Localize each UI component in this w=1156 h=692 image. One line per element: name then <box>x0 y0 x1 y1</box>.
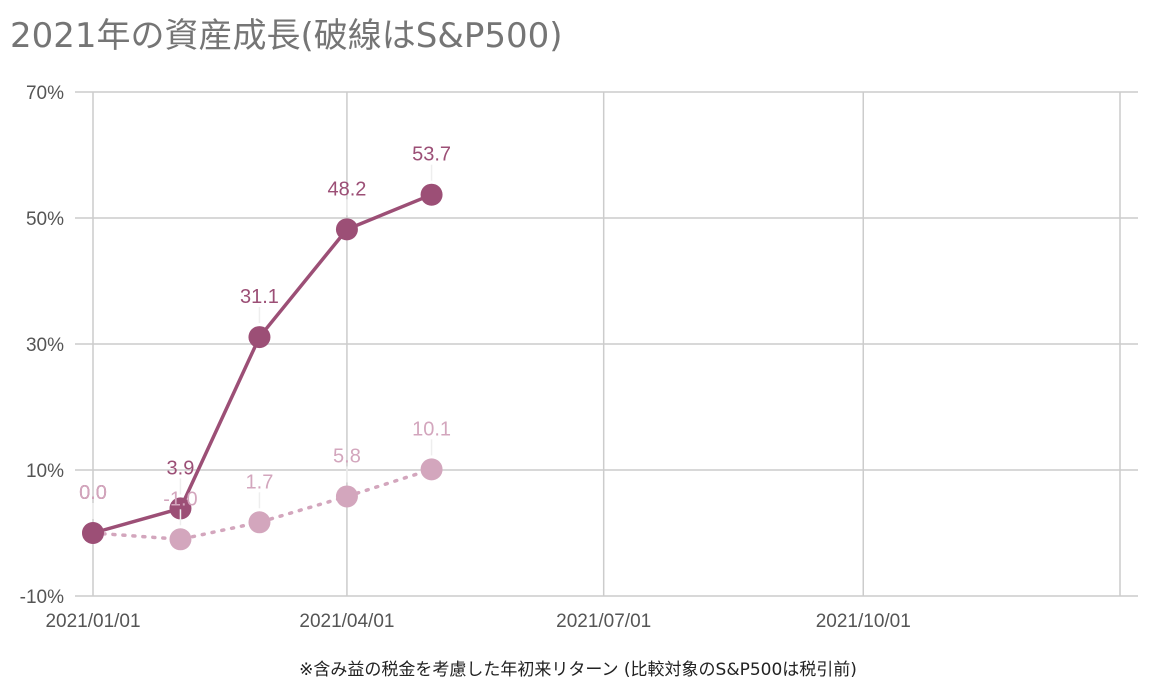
y-tick-label: 70% <box>26 83 64 104</box>
portfolio-point <box>335 218 358 241</box>
portfolio-data-label: 48.2 <box>327 178 366 200</box>
x-tick-label: 2021/10/01 <box>816 611 911 632</box>
x-tick-label: 2021/07/01 <box>556 611 651 632</box>
portfolio-point <box>169 497 192 520</box>
footnote: ※含み益の税金を考慮した年初来リターン (比較対象のS&P500は税引前) <box>299 660 857 680</box>
series-layer <box>82 183 443 551</box>
portfolio-data-label: 31.1 <box>240 286 279 308</box>
y-tick-label: 30% <box>26 335 64 356</box>
sp500-data-label: 1.7 <box>246 471 274 493</box>
portfolio-data-label: 3.9 <box>167 457 195 479</box>
x-tick-label: 2021/01/01 <box>45 611 140 632</box>
sp500-data-label: -1.0 <box>163 488 197 510</box>
sp500-data-label: 10.1 <box>412 418 451 440</box>
portfolio-point <box>420 183 443 206</box>
portfolio-point <box>82 522 104 544</box>
x-axis-ticks: 2021/01/01 2021/04/01 2021/07/01 2021/10/01 <box>45 611 910 632</box>
sp500-point <box>420 458 443 481</box>
y-tick-label: 10% <box>26 461 64 482</box>
y-axis-ticks: -10% 10% 30% 50% 70% <box>20 83 64 608</box>
sp500-point <box>335 485 358 508</box>
portfolio-data-label: 0.0 <box>79 482 107 504</box>
grid-lines <box>75 91 1138 597</box>
sp500-point <box>169 528 192 551</box>
sp500-point <box>248 511 271 534</box>
y-tick-label: 50% <box>26 209 64 230</box>
sp500-data-label: 5.8 <box>333 445 361 467</box>
x-tick-label: 2021/04/01 <box>299 611 394 632</box>
y-tick-label: -10% <box>20 587 64 608</box>
portfolio-point <box>248 326 271 349</box>
data-labels: 0.03.931.148.253.70.0 -1.01.75.810.1 <box>79 144 451 526</box>
sp500-data-label: 0.0 <box>79 482 107 504</box>
chart-title: 2021年の資産成長(破線はS&P500) <box>10 16 563 56</box>
portfolio-data-label: 53.7 <box>412 144 451 166</box>
